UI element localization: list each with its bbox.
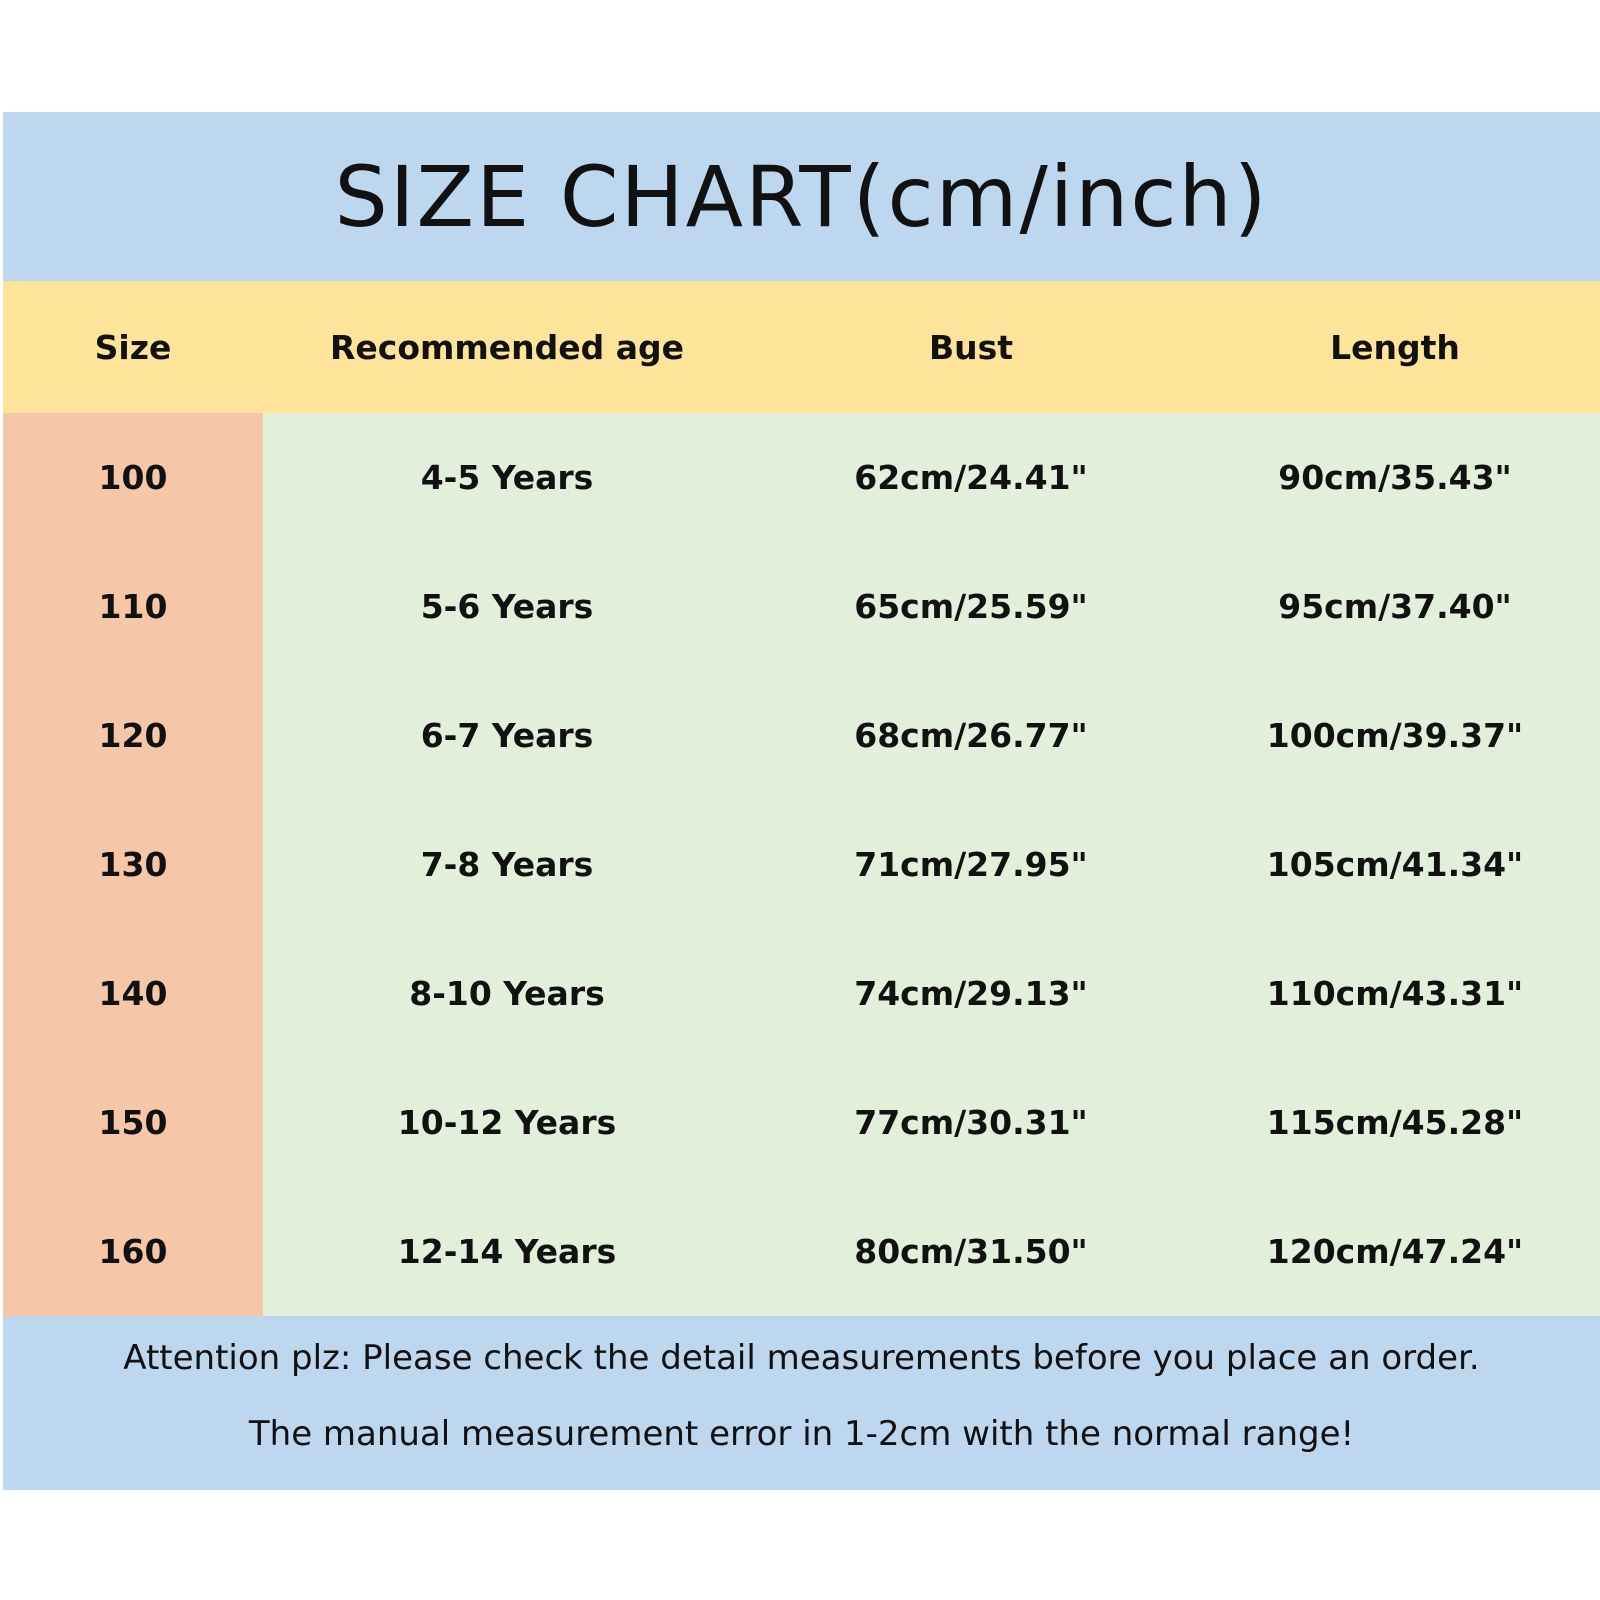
footer-line: Attention plz: Please check the detail m…	[123, 1338, 1480, 1378]
table-cell: 8-10 Years	[409, 974, 605, 1013]
table-cell: 115cm/45.28"	[1266, 1103, 1524, 1142]
table-cell: 80cm/31.50"	[854, 1232, 1088, 1271]
table-cell: 130	[98, 845, 168, 884]
table-cell: 62cm/24.41"	[854, 458, 1088, 497]
table-cell: 71cm/27.95"	[854, 845, 1088, 884]
table-cell: 74cm/29.13"	[854, 974, 1088, 1013]
header-cell: Bust	[928, 327, 1014, 367]
table-cell: 4-5 Years	[420, 458, 594, 497]
table-cell: 6-7 Years	[420, 716, 594, 755]
table-body: 100 4-5 Years 62cm/24.41" 90cm/35.43" 110 5-6…	[3, 413, 1600, 1316]
header-row: Size Recommended age Bust Length	[3, 281, 1600, 413]
header-cell: Recommended age	[329, 327, 685, 367]
table-cell: 140	[98, 974, 168, 1013]
table-row: 140 8-10 Years 74cm/29.13" 110cm/43.31"	[3, 929, 1600, 1058]
table-cell: 110	[98, 587, 168, 626]
table-row: 110 5-6 Years 65cm/25.59" 95cm/37.40"	[3, 542, 1600, 671]
table-cell: 100cm/39.37"	[1266, 716, 1524, 755]
table-cell: 5-6 Years	[420, 587, 594, 626]
title-band: SIZE CHART(cm/inch)	[3, 112, 1600, 281]
title: SIZE CHART(cm/inch)	[334, 147, 1269, 246]
table-row: 130 7-8 Years 71cm/27.95" 105cm/41.34"	[3, 800, 1600, 929]
table-cell: 120cm/47.24"	[1266, 1232, 1524, 1271]
header-cell: Size	[94, 327, 172, 367]
table-cell: 7-8 Years	[420, 845, 594, 884]
table-cell: 100	[98, 458, 168, 497]
footer: Attention plz: Please check the detail m…	[3, 1316, 1600, 1490]
table-cell: 10-12 Years	[397, 1103, 617, 1142]
header-cell: Length	[1330, 327, 1460, 367]
table-row: 120 6-7 Years 68cm/26.77" 100cm/39.37"	[3, 671, 1600, 800]
table-cell: 105cm/41.34"	[1266, 845, 1524, 884]
table-cell: 90cm/35.43"	[1278, 458, 1512, 497]
table-row: 150 10-12 Years 77cm/30.31" 115cm/45.28"	[3, 1058, 1600, 1187]
table-cell: 160	[98, 1232, 168, 1271]
table-cell: 12-14 Years	[397, 1232, 617, 1271]
table-row: 100 4-5 Years 62cm/24.41" 90cm/35.43"	[3, 413, 1600, 542]
table-cell: 65cm/25.59"	[854, 587, 1088, 626]
table-cell: 120	[98, 716, 168, 755]
table-cell: 150	[98, 1103, 168, 1142]
size-column	[3, 413, 263, 1316]
footer-line: The manual measurement error in 1-2cm wi…	[248, 1414, 1355, 1454]
header-cells: Size Recommended age Bust Length	[3, 281, 1600, 413]
table-cell: 77cm/30.31"	[854, 1103, 1088, 1142]
table-cell: 68cm/26.77"	[854, 716, 1088, 755]
table-row: 160 12-14 Years 80cm/31.50" 120cm/47.24"	[3, 1187, 1600, 1316]
table-cell: 95cm/37.40"	[1278, 587, 1512, 626]
table-cell: 110cm/43.31"	[1266, 974, 1524, 1013]
